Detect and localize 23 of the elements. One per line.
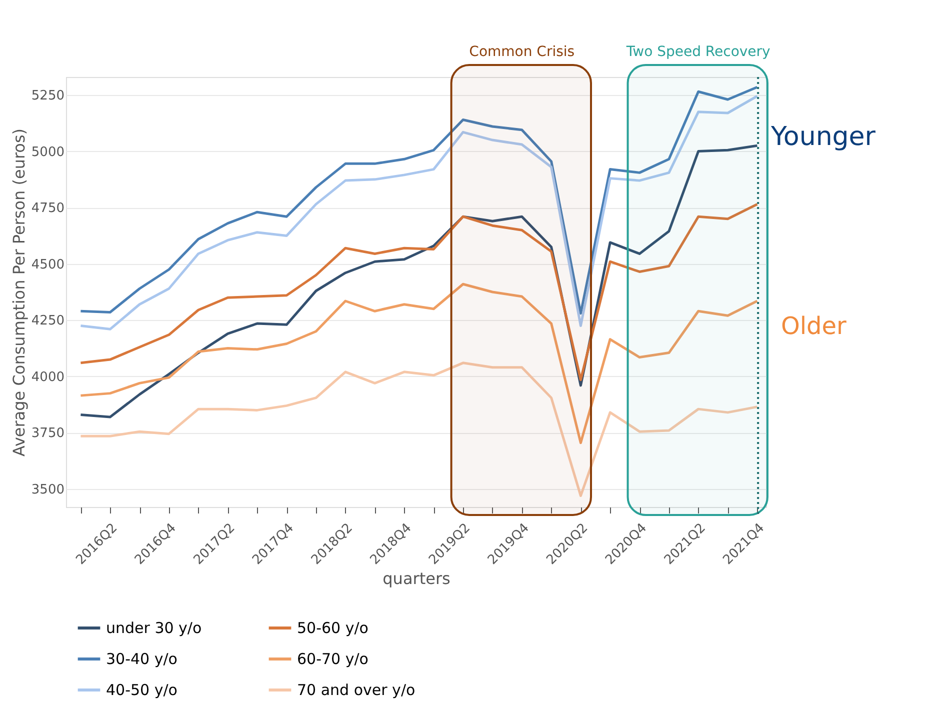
text: Older — [781, 312, 847, 340]
band-label: Common Crisis — [469, 44, 575, 60]
band-label: Two Speed Recovery — [625, 44, 770, 60]
y-tick-label: 3500 — [31, 482, 64, 498]
y-tick-label: 3750 — [31, 426, 64, 442]
y-tick-label: 5000 — [31, 144, 64, 160]
legend-label: 50-60 y/o — [297, 619, 368, 637]
legend-label: under 30 y/o — [106, 619, 202, 637]
y-tick-label: 4500 — [31, 257, 64, 272]
x-axis-title: quarters — [382, 569, 450, 588]
line-series — [79, 282, 758, 444]
legend-label: 30-40 y/o — [106, 650, 178, 668]
y-tick-label: 4000 — [31, 370, 64, 385]
legend-label: 40-50 y/o — [106, 681, 178, 699]
y-axis-title: Average Consumption Per Person (euros) — [9, 128, 28, 457]
line-series — [79, 362, 758, 497]
text: Younger — [770, 122, 876, 152]
y-tick-label: 5250 — [31, 88, 64, 104]
y-tick-label: 4750 — [31, 201, 64, 216]
legend-label: 70 and over y/o — [297, 681, 416, 699]
y-tick-label: 4250 — [31, 314, 64, 329]
line-series — [79, 202, 758, 382]
legend-label: 60-70 y/o — [297, 650, 368, 668]
